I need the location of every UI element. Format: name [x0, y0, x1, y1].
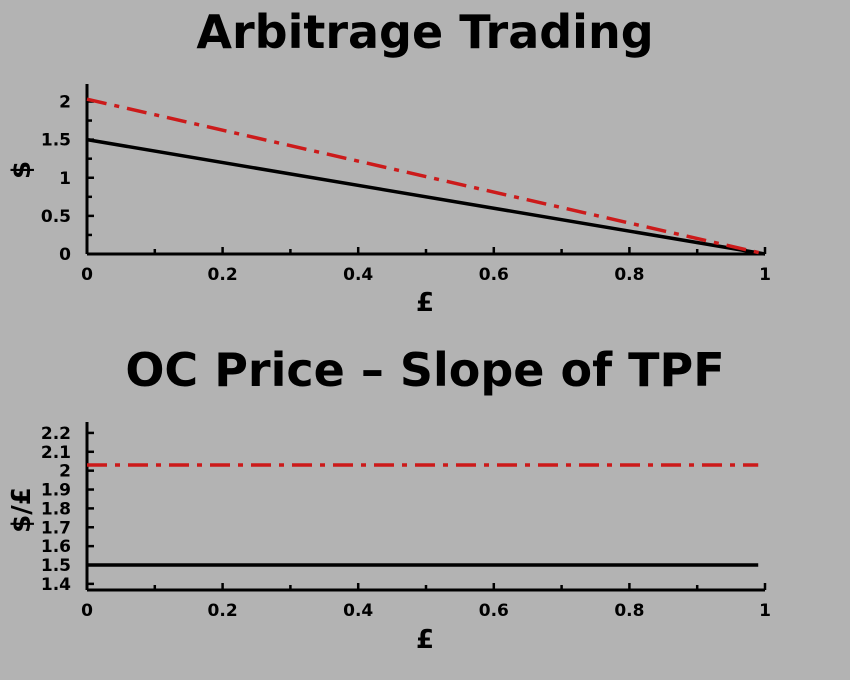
y-tick-label: 1.9: [41, 481, 71, 501]
x-tick-label: 0.8: [614, 265, 644, 285]
x-tick-label: 0: [81, 601, 93, 621]
series-line-red-dashdot: [86, 97, 766, 256]
x-tick-label: 0.4: [343, 265, 373, 285]
plot-area: 0 0.2 0.4 0.6 0.8 1 1.41.51.61.71.81.922.12.2: [41, 422, 771, 621]
series-line-black-solid: [86, 137, 766, 256]
y-tick-label: 0.5: [41, 207, 71, 227]
chart-title: OC Price – Slope of TPF: [125, 343, 724, 397]
y-tick-label: 2.2: [41, 424, 71, 444]
x-tick-label: 1: [759, 265, 771, 285]
y-tick-label: 1.5: [41, 556, 71, 576]
y-tick-label: 1.8: [41, 499, 71, 519]
y-tick-label: 1.5: [41, 131, 71, 151]
y-axis-label: $/£: [7, 487, 37, 533]
x-tick-label: 0.2: [208, 265, 238, 285]
y-tick-label: 2.1: [41, 443, 71, 463]
x-tick-label: 1: [759, 601, 771, 621]
chart-oc-price: OC Price – Slope of TPF 0 0.2 0.4 0.6 0.8 1 1.…: [7, 343, 771, 655]
x-tick-label: 0.8: [614, 601, 644, 621]
y-tick-label: 1.6: [41, 537, 71, 557]
x-tick-label: 0.6: [479, 265, 509, 285]
x-axis-label: £: [416, 288, 434, 318]
y-axis-label: $: [7, 161, 37, 179]
y-tick-label: 2: [59, 462, 71, 482]
y-tick-label: 1.4: [41, 575, 71, 595]
x-axis-label: £: [416, 625, 434, 655]
x-tick-label: 0.6: [479, 601, 509, 621]
y-tick-label: 0: [59, 245, 71, 265]
y-tick-label: 1: [59, 169, 71, 189]
chart-title: Arbitrage Trading: [196, 5, 653, 59]
chart-arbitrage-trading: Arbitrage Trading 0 0.2 0.4 0.6 0.8 1 0 0.5 1 1.5…: [7, 5, 771, 318]
y-tick-label: 1.7: [41, 518, 71, 538]
x-tick-label: 0.2: [208, 601, 238, 621]
x-tick-label: 0: [81, 265, 93, 285]
plot-area: 0 0.2 0.4 0.6 0.8 1 0 0.5 1 1.5 2: [41, 84, 771, 285]
x-tick-label: 0.4: [343, 601, 373, 621]
y-tick-label: 2: [59, 93, 71, 113]
